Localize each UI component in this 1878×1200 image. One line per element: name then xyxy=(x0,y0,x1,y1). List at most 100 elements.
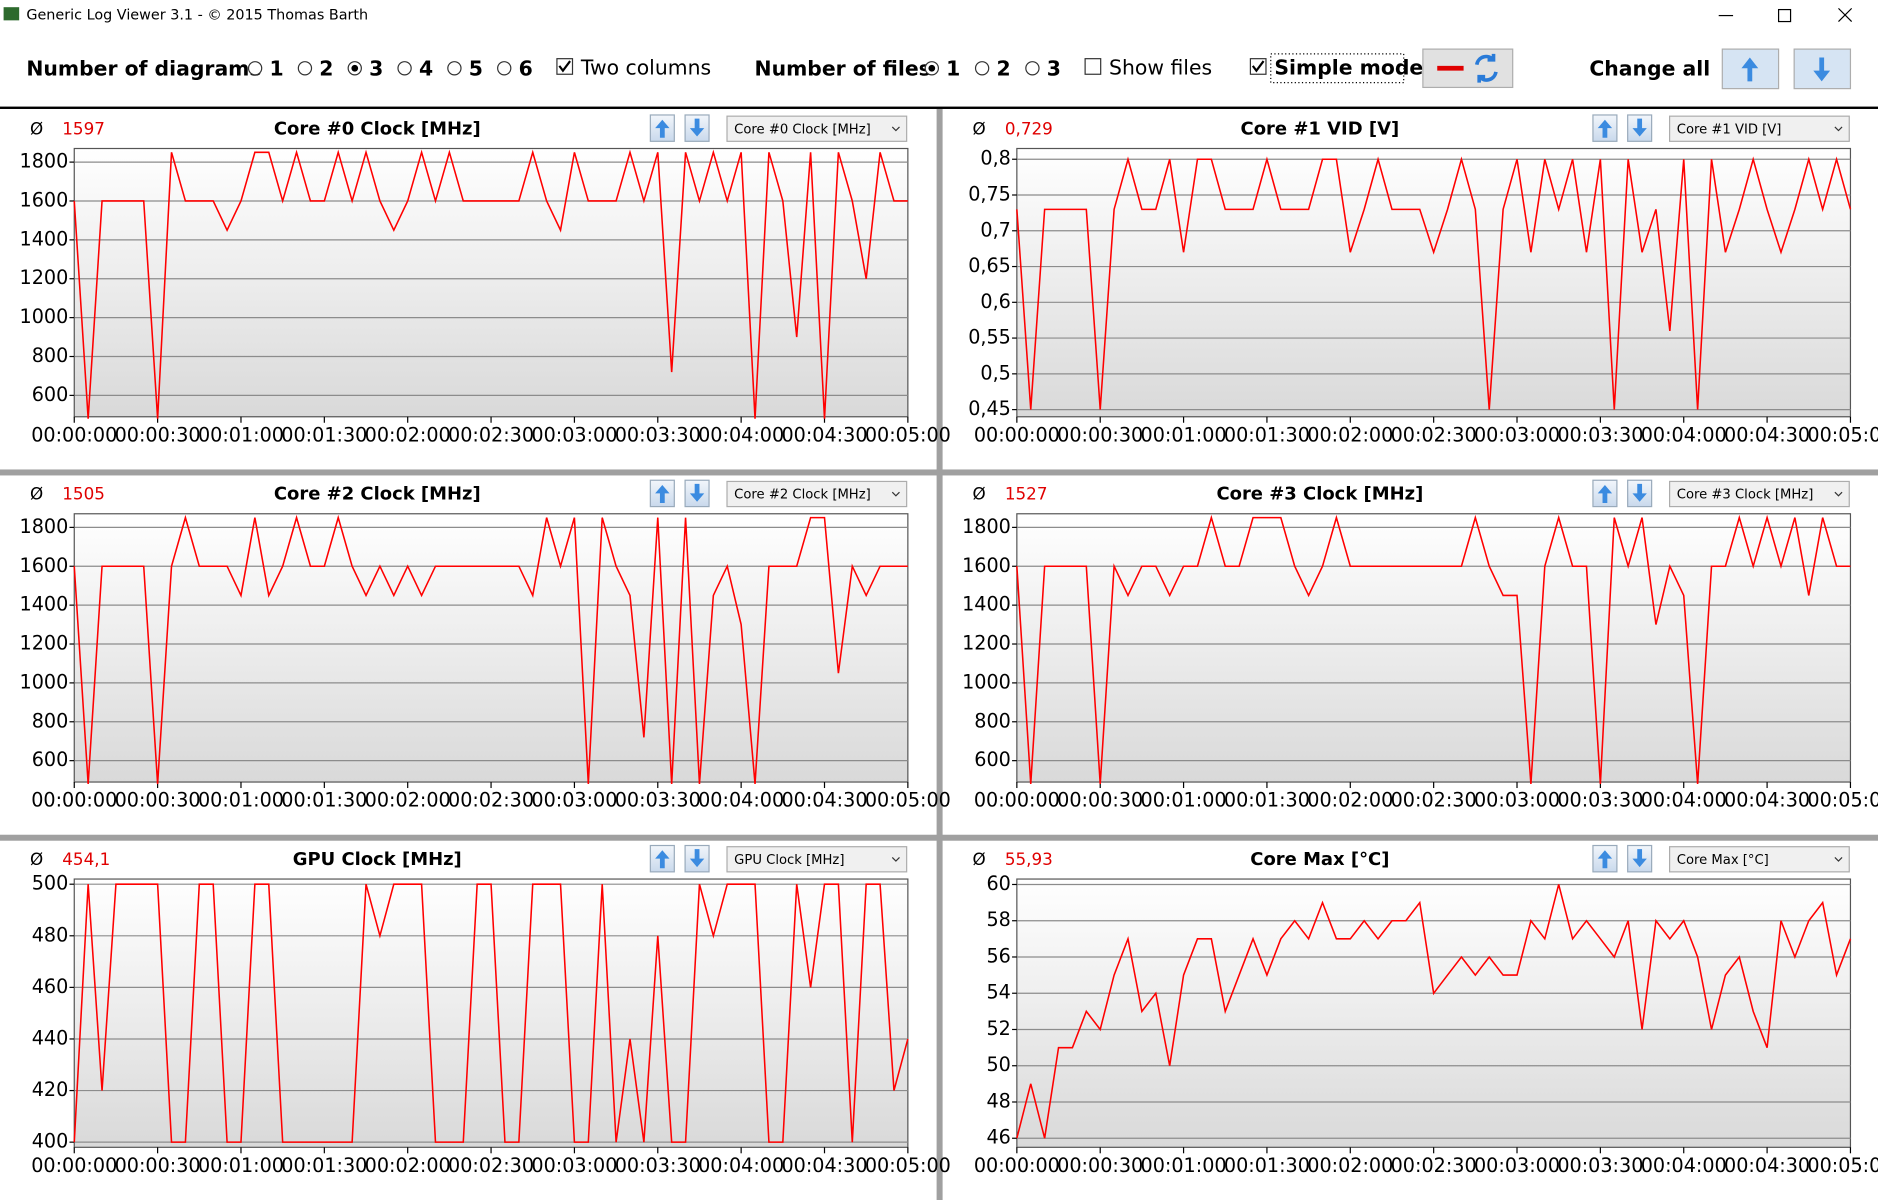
y-tick-label: 60 xyxy=(986,872,1010,895)
dropdown-text: Core #2 Clock [MHz] xyxy=(734,488,871,503)
x-tick-label: 00:05:00 xyxy=(1807,423,1878,446)
down-arrow xyxy=(1632,118,1647,137)
series-dropdown[interactable] xyxy=(726,480,908,508)
x-tick-label: 00:03:30 xyxy=(615,423,701,446)
data-line xyxy=(73,149,908,419)
y-tick-label: 1200 xyxy=(20,266,69,289)
series-dropdown[interactable] xyxy=(1669,846,1850,873)
dropdown-chevron xyxy=(1834,491,1843,497)
x-tick-label: 00:04:30 xyxy=(1724,423,1810,446)
up-arrow xyxy=(655,485,670,503)
radio-label: 1 xyxy=(946,56,960,80)
y-tick-label: 46 xyxy=(986,1126,1010,1149)
radio-dot xyxy=(928,64,936,72)
x-tick-label: 00:02:00 xyxy=(365,789,451,812)
radio-button[interactable] xyxy=(247,61,263,76)
x-tick-label: 00:00:30 xyxy=(115,423,201,446)
up-arrow xyxy=(655,119,670,138)
y-tick-label: 600 xyxy=(974,748,1011,771)
dropdown-chevron xyxy=(1834,126,1843,132)
radio-button[interactable] xyxy=(447,61,462,76)
radio-label: 3 xyxy=(1047,56,1061,80)
x-tick-label: 00:01:30 xyxy=(1224,789,1310,812)
dropdown-chevron xyxy=(1834,857,1843,862)
x-tick-label: 00:04:00 xyxy=(698,789,784,812)
x-tick-label: 00:03:00 xyxy=(531,423,617,446)
y-tick-label: 52 xyxy=(986,1017,1010,1040)
x-tick-label: 00:04:30 xyxy=(781,423,867,446)
close-button[interactable] xyxy=(1838,7,1853,22)
y-tick-label: 0,75 xyxy=(968,183,1011,206)
files-label: Number of files xyxy=(755,56,931,80)
x-tick-label: 00:00:00 xyxy=(974,1154,1060,1177)
row-separator xyxy=(0,834,1878,841)
x-tick-label: 00:00:00 xyxy=(974,423,1060,446)
x-tick-label: 00:05:00 xyxy=(1807,789,1878,812)
average-value: 1505 xyxy=(62,484,105,504)
toolbar-border xyxy=(0,106,1878,109)
x-tick-label: 00:02:00 xyxy=(1307,1154,1393,1177)
x-tick-label: 00:05:00 xyxy=(1807,1154,1878,1177)
average-value: 454,1 xyxy=(62,849,110,869)
y-tick-label: 800 xyxy=(32,709,69,732)
x-tick-label: 00:03:00 xyxy=(1474,1154,1560,1177)
x-tick-label: 00:04:00 xyxy=(698,1154,784,1177)
x-tick-label: 00:04:00 xyxy=(1641,789,1727,812)
x-tick-label: 00:03:30 xyxy=(615,1154,701,1177)
x-tick-label: 00:04:30 xyxy=(1724,1154,1810,1177)
series-dropdown[interactable] xyxy=(1669,115,1850,142)
radio-label: 6 xyxy=(519,56,533,80)
average-value: 0,729 xyxy=(1005,118,1053,138)
up-arrow xyxy=(1597,119,1613,138)
restore-button[interactable] xyxy=(1777,8,1792,23)
x-tick-label: 00:04:00 xyxy=(698,423,784,446)
radio-button[interactable] xyxy=(1025,61,1040,76)
average-value: 1597 xyxy=(62,118,105,138)
y-tick-label: 1400 xyxy=(20,593,69,616)
plot-area xyxy=(1016,147,1852,418)
y-tick-label: 1600 xyxy=(962,554,1011,577)
y-tick-label: 1800 xyxy=(20,515,69,538)
style-button[interactable] xyxy=(1422,48,1514,89)
x-tick-label: 00:05:00 xyxy=(865,1154,951,1177)
x-tick-label: 00:00:30 xyxy=(1057,1154,1143,1177)
y-tick-label: 0,55 xyxy=(968,326,1011,349)
y-tick-label: 1000 xyxy=(20,670,69,693)
data-line xyxy=(73,514,908,785)
y-tick-label: 48 xyxy=(986,1089,1010,1112)
x-tick-label: 00:02:00 xyxy=(1307,789,1393,812)
diagrams-label: Number of diagrams xyxy=(26,56,261,80)
x-tick-label: 00:04:30 xyxy=(1724,789,1810,812)
y-tick-label: 0,8 xyxy=(980,147,1010,170)
chart-title: Core #1 VID [V] xyxy=(1241,118,1400,139)
dropdown-text: Core #1 VID [V] xyxy=(1677,122,1782,137)
radio-button[interactable] xyxy=(297,61,313,76)
down-arrow xyxy=(1632,483,1647,502)
radio-button[interactable] xyxy=(497,61,512,76)
series-dropdown[interactable] xyxy=(726,115,908,142)
avg-symbol: Ø xyxy=(30,484,43,504)
checkbox[interactable] xyxy=(1084,58,1102,75)
plot-area xyxy=(1016,513,1852,783)
x-tick-label: 00:01:00 xyxy=(198,1154,284,1177)
x-tick-label: 00:05:00 xyxy=(865,423,951,446)
x-tick-label: 00:01:00 xyxy=(198,423,284,446)
x-tick-label: 00:02:30 xyxy=(448,423,534,446)
two-columns-label: Two columns xyxy=(580,55,711,79)
y-tick-label: 0,5 xyxy=(980,361,1010,384)
radio-dot xyxy=(351,64,359,72)
radio-button[interactable] xyxy=(397,61,412,76)
series-dropdown[interactable] xyxy=(1669,480,1850,508)
avg-symbol: Ø xyxy=(973,118,986,138)
x-tick-label: 00:01:30 xyxy=(281,789,367,812)
x-tick-label: 00:03:30 xyxy=(1557,423,1643,446)
series-dropdown[interactable] xyxy=(726,846,908,873)
data-line xyxy=(1016,514,1851,785)
up-arrow xyxy=(1597,485,1613,503)
y-tick-label: 1400 xyxy=(962,593,1011,616)
y-tick-label: 800 xyxy=(32,344,69,367)
radio-label: 4 xyxy=(419,56,433,80)
radio-button[interactable] xyxy=(974,61,990,76)
y-tick-label: 800 xyxy=(974,709,1011,732)
y-tick-label: 58 xyxy=(986,908,1010,931)
